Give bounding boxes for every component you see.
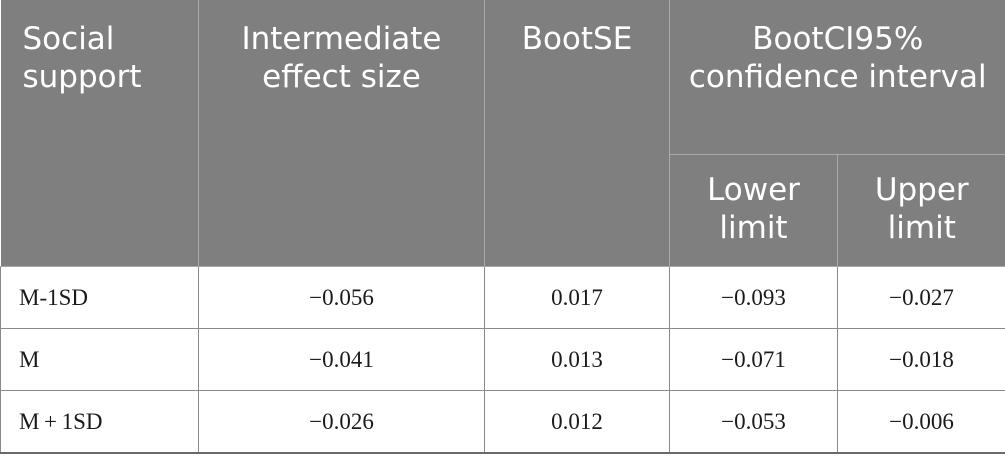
lower-limit-cell: −0.071 — [669, 328, 838, 391]
effect-size-cell: −0.026 — [198, 390, 485, 454]
results-table: Social support Intermediate effect size … — [0, 0, 1005, 454]
header-social-support-label: Social support — [22, 21, 142, 95]
row-label: M + 1SD — [0, 390, 199, 454]
effect-size-cell: −0.056 — [198, 266, 485, 329]
header-bootci: BootCI95% confidence interval — [669, 0, 1005, 155]
header-subrow: Lower limit Upper limit — [1, 154, 1005, 267]
header-upper-limit: Upper limit — [837, 154, 1005, 267]
upper-limit-cell: −0.006 — [837, 390, 1005, 454]
bootse-cell: 0.012 — [484, 390, 670, 454]
header-lower-limit-label: Lower limit — [707, 172, 800, 246]
header-bootci-label: BootCI95% confidence interval — [688, 21, 987, 95]
header-upper-limit-label: Upper limit — [874, 172, 969, 246]
lower-limit-cell: −0.053 — [669, 390, 838, 454]
header-intermediate-effect-size-label: Intermediate effect size — [241, 21, 442, 95]
header-lower-limit: Lower limit — [669, 154, 838, 267]
table-body: M-1SD −0.056 0.017 −0.093 −0.027 M −0.04… — [0, 266, 1005, 454]
header-row: Social support Intermediate effect size … — [0, 0, 1005, 267]
table-row: M-1SD −0.056 0.017 −0.093 −0.027 — [0, 266, 1005, 329]
upper-limit-cell: −0.027 — [837, 266, 1005, 329]
bootse-cell: 0.013 — [484, 328, 670, 391]
row-label: M — [0, 328, 199, 391]
lower-limit-cell: −0.093 — [669, 266, 838, 329]
upper-limit-cell: −0.018 — [837, 328, 1005, 391]
header-bootse-label: BootSE — [521, 21, 633, 57]
effect-size-cell: −0.041 — [198, 328, 485, 391]
header-intermediate-effect-size: Intermediate effect size — [198, 0, 485, 267]
header-bootse: BootSE — [484, 0, 670, 267]
header-social-support: Social support — [0, 0, 199, 267]
table-header: Social support Intermediate effect size … — [0, 0, 1005, 267]
table-row: M −0.041 0.013 −0.071 −0.018 — [0, 328, 1005, 391]
bootse-cell: 0.017 — [484, 266, 670, 329]
table-row: M + 1SD −0.026 0.012 −0.053 −0.006 — [0, 390, 1005, 454]
row-label: M-1SD — [0, 266, 199, 329]
